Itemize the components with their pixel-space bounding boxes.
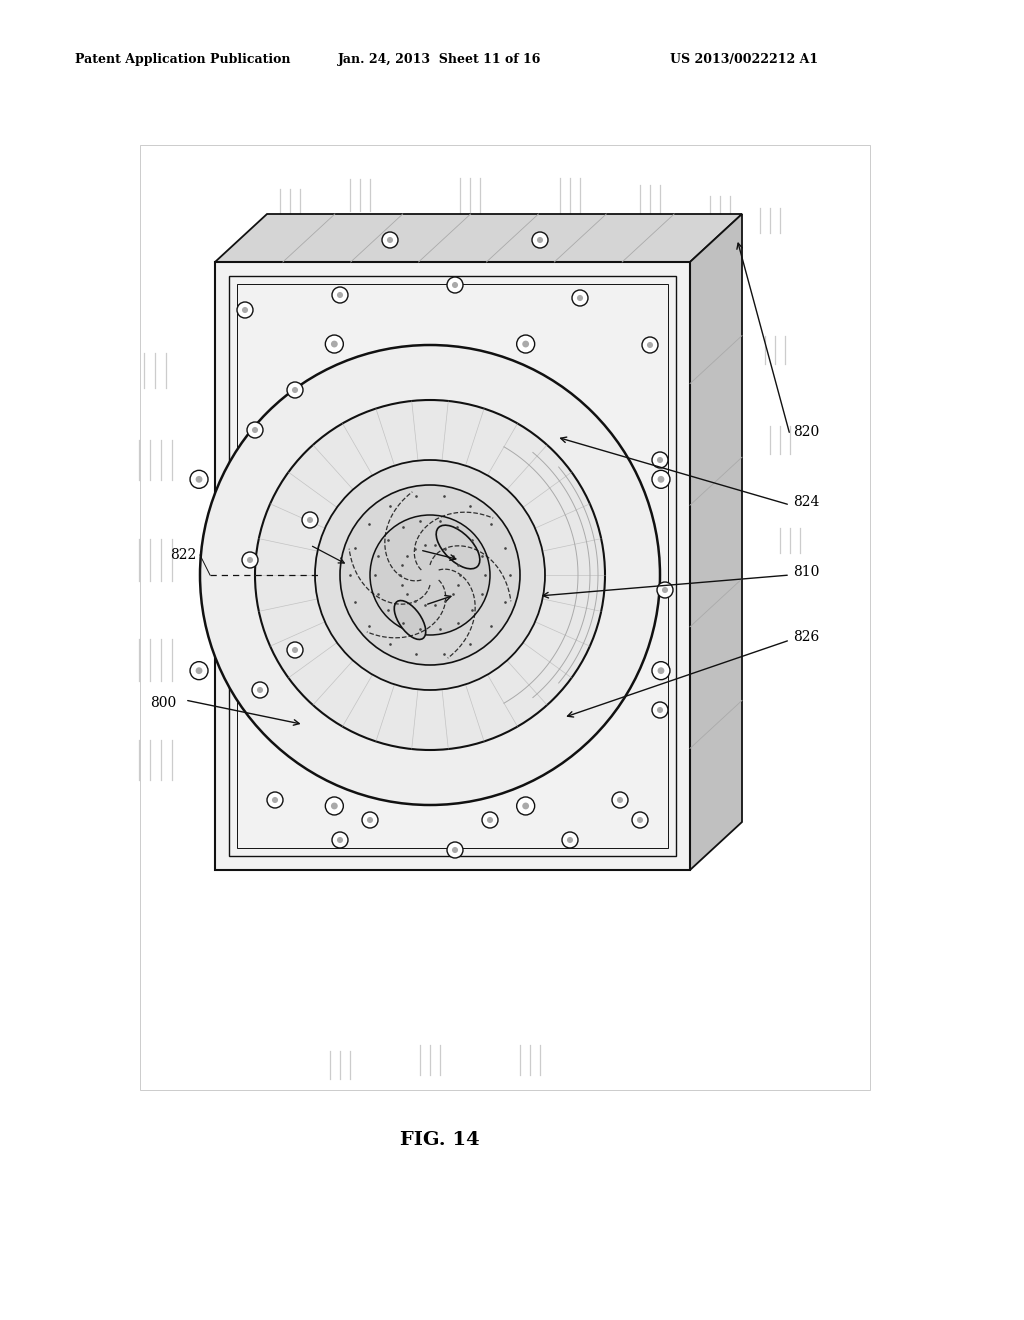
Circle shape <box>252 682 268 698</box>
Text: US 2013/0022212 A1: US 2013/0022212 A1 <box>670 54 818 66</box>
Ellipse shape <box>394 601 426 639</box>
Circle shape <box>292 387 298 393</box>
Text: 822: 822 <box>170 548 197 562</box>
Circle shape <box>652 451 668 469</box>
Circle shape <box>331 341 338 347</box>
Circle shape <box>447 277 463 293</box>
Circle shape <box>632 812 648 828</box>
Circle shape <box>662 587 668 593</box>
Circle shape <box>242 308 248 313</box>
Circle shape <box>517 797 535 814</box>
Text: FIG. 14: FIG. 14 <box>400 1131 480 1148</box>
Circle shape <box>517 335 535 352</box>
Circle shape <box>522 803 529 809</box>
Circle shape <box>612 792 628 808</box>
Circle shape <box>657 457 664 463</box>
Circle shape <box>292 647 298 653</box>
Circle shape <box>577 294 583 301</box>
Circle shape <box>487 817 493 824</box>
Circle shape <box>337 837 343 843</box>
Circle shape <box>562 832 578 847</box>
Circle shape <box>382 232 398 248</box>
Text: Patent Application Publication: Patent Application Publication <box>75 54 291 66</box>
Circle shape <box>652 702 668 718</box>
Circle shape <box>315 459 545 690</box>
Circle shape <box>367 817 373 824</box>
Circle shape <box>267 792 283 808</box>
Circle shape <box>642 337 658 352</box>
Text: 826: 826 <box>793 630 819 644</box>
Circle shape <box>522 341 529 347</box>
Circle shape <box>657 582 673 598</box>
Circle shape <box>362 812 378 828</box>
Circle shape <box>326 797 343 814</box>
Circle shape <box>255 400 605 750</box>
Circle shape <box>387 238 393 243</box>
Circle shape <box>200 345 660 805</box>
Circle shape <box>657 477 665 483</box>
Circle shape <box>482 812 498 828</box>
Circle shape <box>452 847 458 853</box>
Circle shape <box>196 667 203 675</box>
Circle shape <box>337 292 343 298</box>
Circle shape <box>332 832 348 847</box>
Circle shape <box>452 282 458 288</box>
Circle shape <box>252 426 258 433</box>
Circle shape <box>657 708 664 713</box>
Circle shape <box>302 512 318 528</box>
Circle shape <box>637 817 643 824</box>
Circle shape <box>272 797 279 803</box>
Text: 820: 820 <box>793 425 819 440</box>
Circle shape <box>331 803 338 809</box>
Circle shape <box>652 661 670 680</box>
Circle shape <box>237 302 253 318</box>
Circle shape <box>616 797 623 803</box>
Circle shape <box>287 381 303 399</box>
Circle shape <box>652 470 670 488</box>
Circle shape <box>326 335 343 352</box>
Circle shape <box>190 470 208 488</box>
Circle shape <box>537 238 543 243</box>
Circle shape <box>647 342 653 348</box>
Circle shape <box>572 290 588 306</box>
Circle shape <box>247 557 253 564</box>
Circle shape <box>332 286 348 304</box>
Polygon shape <box>215 214 742 261</box>
Circle shape <box>447 842 463 858</box>
Circle shape <box>257 686 263 693</box>
Circle shape <box>370 515 490 635</box>
Circle shape <box>307 517 313 523</box>
Circle shape <box>196 477 203 483</box>
Text: 800: 800 <box>150 696 176 710</box>
Polygon shape <box>690 214 742 870</box>
Circle shape <box>657 667 665 675</box>
Text: Jan. 24, 2013  Sheet 11 of 16: Jan. 24, 2013 Sheet 11 of 16 <box>338 54 542 66</box>
Circle shape <box>532 232 548 248</box>
Circle shape <box>567 837 573 843</box>
Circle shape <box>190 661 208 680</box>
Circle shape <box>247 422 263 438</box>
Text: 824: 824 <box>793 495 819 510</box>
Circle shape <box>242 552 258 568</box>
Text: 810: 810 <box>793 565 819 579</box>
Polygon shape <box>215 261 690 870</box>
Ellipse shape <box>436 525 480 569</box>
Circle shape <box>287 642 303 657</box>
Circle shape <box>340 484 520 665</box>
